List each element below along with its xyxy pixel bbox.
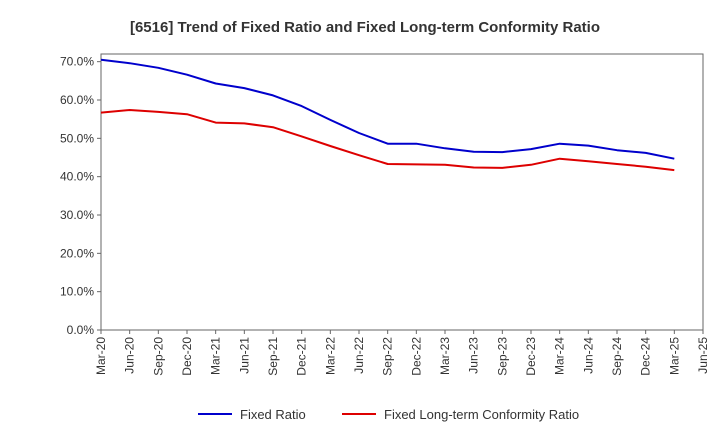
y-tick-label: 30.0% [60,208,94,222]
legend-label: Fixed Ratio [240,407,306,422]
x-tick-label: Jun-20 [123,337,137,374]
axes [100,53,704,331]
x-tick-label: Jun-24 [581,337,595,374]
chart-title: [6516] Trend of Fixed Ratio and Fixed Lo… [130,19,600,36]
x-axis: Mar-20 Jun-20 Sep-20 Dec-20 Mar-21 Jun-21 Sep-… [94,330,710,376]
x-tick-label: Mar-24 [553,337,567,375]
x-tick-label: Dec-24 [639,337,653,376]
legend-label: Fixed Long-term Conformity Ratio [384,407,579,422]
y-tick-label: 40.0% [60,170,94,184]
plot-area [100,53,704,331]
x-tick-label: Sep-24 [610,337,624,376]
legend: Fixed Ratio Fixed Long-term Conformity Ra… [198,407,579,422]
x-tick-label: Mar-21 [209,337,223,375]
x-tick-label: Sep-23 [495,337,509,376]
x-tick-label: Sep-22 [381,337,395,376]
x-tick-label: Mar-25 [667,337,681,375]
series-line-fixed-long-term-conformity-ratio [100,109,675,172]
x-tick-label: Dec-20 [180,337,194,376]
x-tick-label: Jun-23 [467,337,481,374]
y-tick-label: 10.0% [60,285,94,299]
y-tick-label: 60.0% [60,93,94,107]
x-tick-label: Mar-20 [94,337,108,375]
y-tick-label: 20.0% [60,246,94,260]
y-axis: 0.0% 10.0% 20.0% 30.0% 40.0% 50.0% 60.0% 70.0% [60,55,101,337]
y-tick-label: 0.0% [67,323,95,337]
x-tick-label: Sep-20 [151,337,165,376]
series-lines [100,58,675,172]
x-tick-label: Dec-23 [524,337,538,376]
x-tick-label: Mar-22 [323,337,337,375]
x-tick-label: Mar-23 [438,337,452,375]
y-tick-label: 50.0% [60,131,94,145]
x-tick-label: Dec-21 [295,337,309,376]
series-line-fixed-ratio [100,58,675,160]
x-tick-label: Sep-21 [266,337,280,376]
y-tick-label: 70.0% [60,55,94,69]
x-tick-label: Jun-21 [237,337,251,374]
x-tick-label: Dec-22 [409,337,423,376]
x-tick-label: Jun-22 [352,337,366,374]
x-tick-label: Jun-25 [696,337,710,374]
